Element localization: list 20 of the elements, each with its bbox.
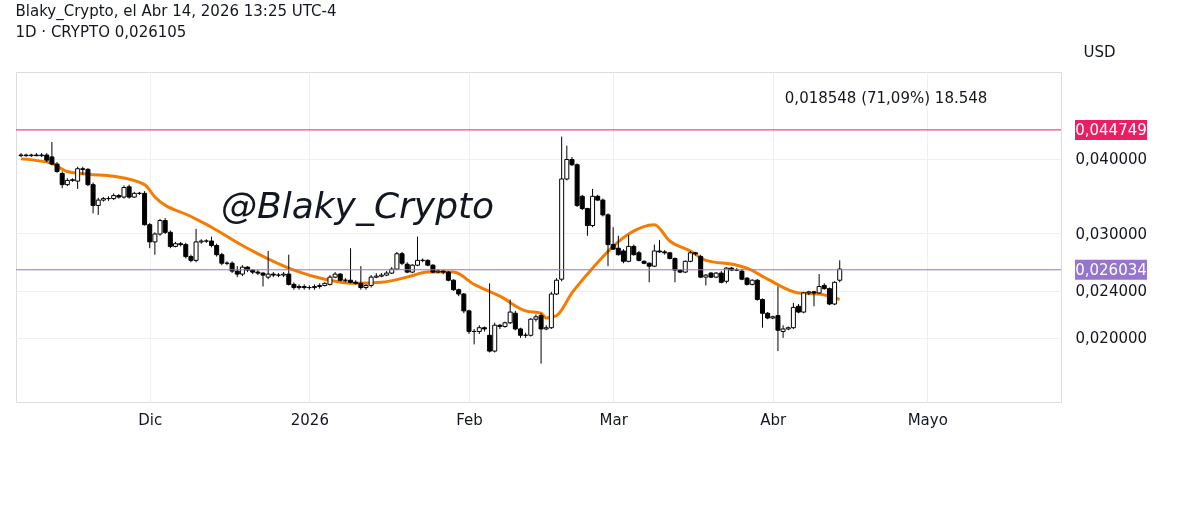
x-tick-label: Mar: [599, 410, 629, 429]
candlestick: [837, 259, 843, 283]
annotation: @Blaky_Crypto: [221, 185, 495, 226]
y-tick-label: 0,030000: [1075, 224, 1148, 243]
y-tick-label: 0,040000: [1075, 150, 1148, 169]
ref-line-label: 0,044749: [1075, 120, 1147, 139]
x-tick-label: 2026: [290, 410, 329, 429]
chart-subtitle: 1D · CRYPTO 0,026105: [15, 23, 187, 41]
x-tick-label: Mayo: [907, 410, 948, 429]
y-axis-title: USD: [1083, 42, 1116, 61]
candlestick: [487, 282, 493, 353]
candlestick: [528, 317, 534, 338]
y-tick-label: 0,020000: [1075, 329, 1148, 348]
x-tick-label: Feb: [456, 410, 483, 429]
annotation: 0,018548 (71,09%) 18.548: [784, 88, 988, 107]
ref-line-label: 0,026034: [1075, 260, 1147, 279]
x-tick-label: Dic: [138, 410, 163, 429]
chart-title: Blaky_Crypto, el Abr 14, 2026 13:25 UTC-4: [15, 2, 337, 21]
y-tick-label: 0,024000: [1075, 282, 1148, 301]
x-tick-label: Abr: [760, 410, 788, 429]
